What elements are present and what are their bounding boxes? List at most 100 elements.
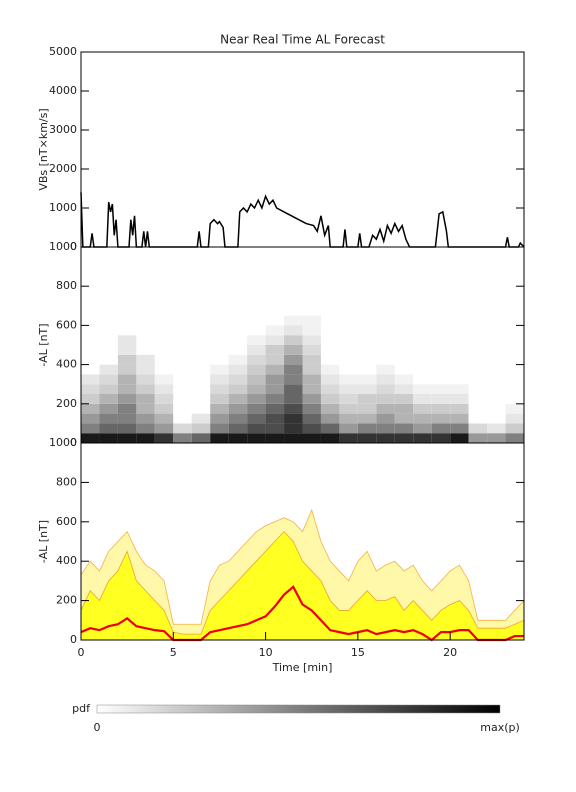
heat-cell <box>394 315 414 326</box>
heat-cell <box>228 354 248 365</box>
heat-cell <box>413 374 432 385</box>
heat-cell <box>136 394 155 404</box>
heat-cell <box>357 403 377 414</box>
heat-cell <box>468 394 488 404</box>
heat-cell <box>413 354 432 365</box>
plot-frame <box>80 442 525 641</box>
heat-cell <box>136 364 155 375</box>
heat-cell <box>320 364 340 375</box>
heat-cell <box>191 315 211 326</box>
heat-cell <box>339 433 358 443</box>
heat-cell <box>173 423 192 434</box>
heat-cell <box>339 364 358 375</box>
heat-cell <box>173 364 192 375</box>
heat-cell <box>117 354 137 365</box>
heat-cell <box>302 364 321 375</box>
area <box>80 531 525 641</box>
y-tick-label: 600 <box>56 318 77 331</box>
heat-cell <box>339 374 358 385</box>
heat-cell <box>117 413 137 424</box>
heat-cell <box>468 413 488 424</box>
heat-cell <box>320 335 340 345</box>
heat-cell <box>81 394 100 404</box>
heat-cell <box>376 345 395 355</box>
heat-cell <box>413 433 432 443</box>
heat-cell <box>357 335 377 345</box>
heat-cell <box>154 433 174 443</box>
heat-cell <box>247 364 266 375</box>
heat-cell <box>191 384 211 394</box>
heat-cell <box>339 354 358 365</box>
y-tick-label: 800 <box>56 279 77 292</box>
y-tick-label: 600 <box>56 515 77 528</box>
heat-cell <box>210 394 229 404</box>
heat-cell <box>376 384 395 394</box>
heat-cell <box>302 335 321 345</box>
heat-cell <box>468 403 488 414</box>
heat-cell <box>136 413 155 424</box>
heat-cell <box>81 403 100 414</box>
heat-cell <box>450 374 469 385</box>
heat-cell <box>99 364 118 375</box>
heat-cell <box>450 364 469 375</box>
heat-cell <box>81 354 100 365</box>
plot-frame <box>80 51 525 248</box>
heat-cell <box>394 374 414 385</box>
heat-cell <box>117 335 137 345</box>
heat-cell <box>450 345 469 355</box>
heat-cell <box>210 364 229 375</box>
heat-cell <box>284 394 303 404</box>
heat-cell <box>228 433 248 443</box>
heat-cell <box>117 394 137 404</box>
heat-cell <box>228 315 248 326</box>
heat-cell <box>228 335 248 345</box>
heat-cell <box>394 413 414 424</box>
heat-cell <box>431 374 451 385</box>
heat-cell <box>210 335 229 345</box>
heat-cell <box>302 394 321 404</box>
heat-cell <box>284 335 303 345</box>
heat-cell <box>431 423 451 434</box>
heat-cell <box>265 384 285 394</box>
heat-cell <box>247 403 266 414</box>
heat-cell <box>487 364 506 375</box>
heat-cell <box>117 403 137 414</box>
heat-cell <box>302 345 321 355</box>
heat-cell <box>99 433 118 443</box>
heat-cell <box>210 354 229 365</box>
heat-cell <box>173 345 192 355</box>
heat-cell <box>247 384 266 394</box>
heat-cell <box>284 354 303 365</box>
heat-cell <box>284 384 303 394</box>
x-axis-label: Time [min] <box>272 661 333 674</box>
colorbar-max: max(p) <box>480 721 520 734</box>
heat-cell <box>265 345 285 355</box>
heat-cell <box>357 384 377 394</box>
colorbar-label: pdf <box>72 702 91 715</box>
heat-cell <box>431 315 451 326</box>
heat-cell <box>339 403 358 414</box>
heat-cell <box>228 423 248 434</box>
heat-cell <box>173 335 192 345</box>
heat-cell <box>99 403 118 414</box>
heat-cell <box>247 335 266 345</box>
heat-cell <box>247 315 266 326</box>
heat-cell <box>191 433 211 443</box>
heat-cell <box>505 374 524 385</box>
heat-cell <box>154 374 174 385</box>
heat-cell <box>302 423 321 434</box>
heat-cell <box>302 374 321 385</box>
heat-cell <box>450 325 469 336</box>
heat-cell <box>450 423 469 434</box>
heat-cell <box>320 345 340 355</box>
heat-cell <box>357 315 377 326</box>
heat-cell <box>191 354 211 365</box>
heat-cell <box>81 384 100 394</box>
heat-cell <box>431 433 451 443</box>
y-tick-label: 400 <box>56 358 77 371</box>
heat-cell <box>265 374 285 385</box>
heat-cell <box>468 345 488 355</box>
heat-cell <box>450 354 469 365</box>
heat-cell <box>117 384 137 394</box>
heat-cell <box>505 384 524 394</box>
